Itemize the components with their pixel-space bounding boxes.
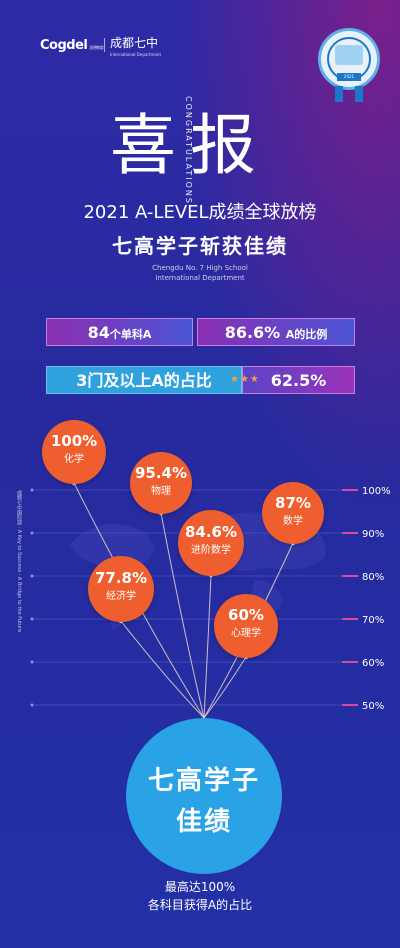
- bubble-economics: 77.8% 经济学: [88, 556, 154, 622]
- headline: 2021 A-LEVEL成绩全球放榜: [83, 202, 317, 223]
- grid-dot: [30, 660, 34, 664]
- bubble-string: [120, 620, 205, 719]
- stars-icon: ★★★: [230, 374, 260, 385]
- stat-three-a-label: 3门及以上A的占比: [46, 366, 242, 394]
- bubble-string: [203, 574, 212, 719]
- badge-emblem: [335, 45, 363, 65]
- bubble-psychology: 60% 心理学: [214, 594, 278, 658]
- grid-dot: [30, 488, 34, 492]
- stat-percent-a: 86.6% A的比例: [197, 318, 355, 346]
- school-logo: 成都七中 International Department: [110, 36, 162, 57]
- stat-three-a-value: 62.5%: [242, 366, 355, 394]
- grid-dot: [30, 574, 34, 578]
- bubble-math: 87% 数学: [262, 482, 324, 544]
- scale-label-70: 70%: [362, 615, 385, 626]
- subheadline: 七高学子斩获佳绩: [112, 234, 288, 258]
- footer-line-2: 各科目获得A的占比: [147, 898, 253, 912]
- english-caption: Chengdu No. 7 High School International …: [152, 264, 248, 282]
- logo-divider: [104, 38, 105, 52]
- badge-tail-left: [335, 86, 343, 102]
- grid-dot: [30, 703, 34, 707]
- hub-circle: 七高学子 佳绩: [126, 718, 282, 874]
- page-title: 喜报: [110, 107, 270, 184]
- grid-dot: [30, 617, 34, 621]
- scale-label-80: 80%: [362, 572, 385, 583]
- congratulations-label: CONGRATULATIONS: [184, 96, 193, 205]
- footer-line-1: 最高达100%: [164, 880, 236, 894]
- scale-label-90: 90%: [362, 529, 385, 540]
- scale-label-100: 100%: [362, 486, 391, 497]
- bubble-physics: 95.4% 物理: [130, 452, 192, 514]
- bubble-further-math: 84.6% 进阶数学: [178, 510, 244, 576]
- scale-label-50: 50%: [362, 701, 385, 712]
- bubble-chemistry: 100% 化学: [42, 420, 106, 484]
- grid-dot: [30, 531, 34, 535]
- stat-count-a: 84个单科A: [46, 318, 193, 346]
- scale-label-60: 60%: [362, 658, 385, 669]
- badge-year: 2021: [337, 73, 361, 81]
- award-badge: 2021: [318, 28, 380, 102]
- bubble-string: [203, 656, 247, 719]
- bubble-string: [160, 512, 205, 719]
- scale-grid: [30, 488, 358, 707]
- badge-tail-right: [355, 86, 363, 102]
- side-slogan: 成都七中国际部 · A Key to Success · A Bridge to…: [16, 490, 22, 633]
- cogdel-logo: Cogdel 凯德教育: [40, 38, 104, 53]
